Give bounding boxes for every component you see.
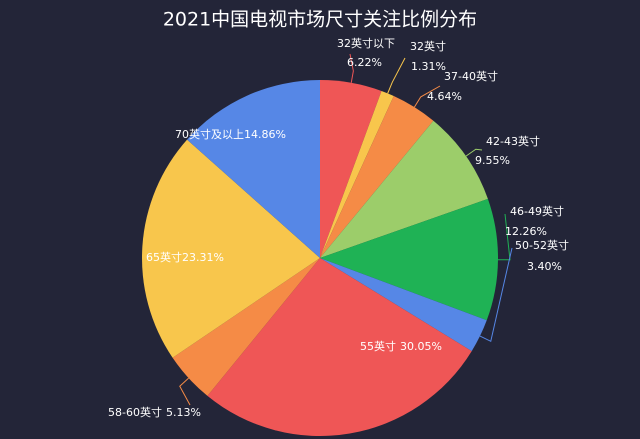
leader-line <box>349 53 354 83</box>
leader-line <box>413 85 441 108</box>
slice-value: 9.55% <box>475 154 510 167</box>
slice-value: 23.31% <box>182 251 224 264</box>
slice-value: 14.86% <box>244 128 286 141</box>
pie-slice <box>187 80 320 258</box>
slice-label-name: 55英寸 <box>360 339 396 353</box>
pie-slice <box>320 96 434 258</box>
slice-label-name: 65英寸 <box>146 250 182 264</box>
slice-label-name: 70英寸及以上 <box>175 127 244 141</box>
pie-slice <box>320 258 487 352</box>
slice-label: 42-43英寸 <box>486 134 540 148</box>
chart-title: 2021中国电视市场尺寸关注比例分布 <box>163 9 477 31</box>
leader-line <box>479 247 513 343</box>
slice-label: 65英寸23.31% <box>146 250 224 264</box>
pie-slice <box>320 198 498 321</box>
leader-line <box>465 148 483 157</box>
slice-label: 70英寸及以上14.86% <box>175 127 286 141</box>
slice-value: 30.05% <box>400 340 442 353</box>
slice-value: 1.31% <box>411 60 446 73</box>
leader-line <box>497 213 511 261</box>
slice-value: 4.64% <box>427 90 462 103</box>
pie-slice <box>320 90 394 258</box>
slice-label-name: 58-60英寸 <box>108 405 162 419</box>
pie-slice <box>141 139 320 358</box>
leader-line <box>387 57 406 94</box>
slice-value: 12.26% <box>505 225 547 238</box>
pie-slice <box>320 80 382 258</box>
slice-label: 32英寸以下 <box>337 36 395 50</box>
leader-line <box>179 377 191 406</box>
slice-label: 50-52英寸 <box>515 238 569 252</box>
slice-value: 5.13% <box>166 406 201 419</box>
slice-label: 46-49英寸 <box>510 204 564 218</box>
slice-label: 58-60英寸 5.13% <box>108 405 201 419</box>
pie-slice <box>172 258 320 396</box>
pie-slice <box>207 258 472 437</box>
slice-label: 32英寸 <box>410 39 446 53</box>
slice-label: 37-40英寸 <box>444 69 498 83</box>
slice-label: 55英寸 30.05% <box>360 339 442 353</box>
slice-value: 3.40% <box>527 260 562 273</box>
pie-slice <box>320 120 488 259</box>
slice-value: 6.22% <box>347 56 382 69</box>
